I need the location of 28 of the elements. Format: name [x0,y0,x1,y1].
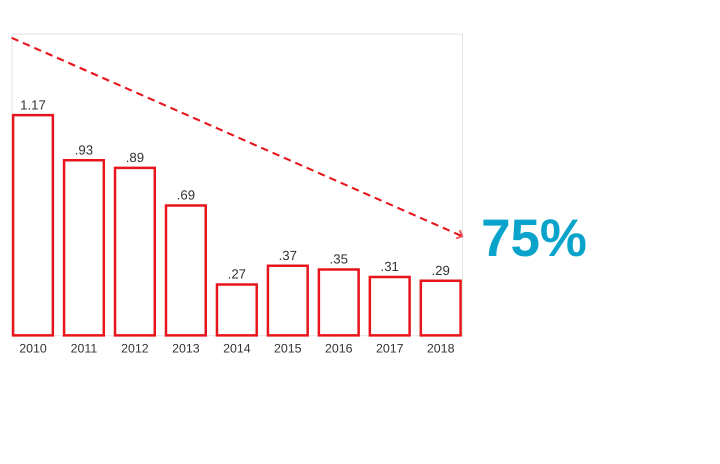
data-label: .35 [330,252,348,267]
bar [62,159,106,337]
bar [318,268,360,337]
data-label: .69 [176,188,196,203]
x-tick-label: 2014 [223,341,251,356]
x-tick-label: 2015 [274,341,302,356]
data-label: .27 [228,266,246,282]
x-tick-label: 2017 [376,341,404,356]
x-tick-label: 2018 [426,341,455,356]
bar [266,264,309,337]
bar [420,280,462,337]
data-label: .93 [74,142,94,158]
data-label: .31 [380,259,399,274]
x-tick-label: 2016 [324,341,353,356]
data-label: .89 [126,150,144,166]
data-label: .37 [278,248,297,263]
bar [114,166,156,337]
x-tick-label: 2013 [172,341,200,356]
bar [164,204,207,337]
bar [12,114,54,337]
bar [368,276,411,337]
x-tick-label: 2011 [70,341,98,356]
x-tick-label: 2012 [121,341,149,356]
data-label: 1.17 [20,97,46,112]
bar [216,283,258,337]
text: 75% [481,209,587,268]
data-label: .29 [431,262,450,278]
x-tick-label: 2010 [19,341,47,356]
